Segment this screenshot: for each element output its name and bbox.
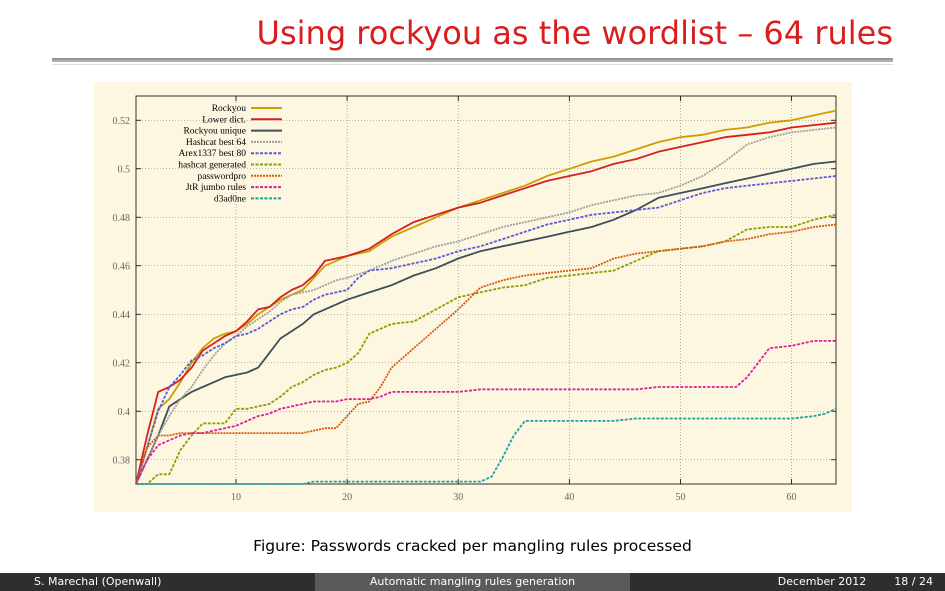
- legend-label: hashcat generated: [178, 161, 246, 171]
- chart-area: 0.38 0.4 0.42 0.44 0.46 0.48 0.5 0.52 10 20 30 40 50…: [94, 82, 852, 512]
- series-line-1: [135, 121, 837, 485]
- slide-title: Using rockyou as the wordlist – 64 rules: [256, 14, 893, 52]
- legend-label: passwordpro: [197, 172, 246, 182]
- series-layer: [135, 109, 837, 485]
- legend-label: Rockyou unique: [183, 127, 246, 137]
- x-tick-label: 60: [787, 492, 797, 503]
- x-tick-label: 30: [453, 492, 463, 503]
- legend-label: JtR jumbo rules: [186, 183, 246, 193]
- title-underline-shadow: [52, 64, 893, 65]
- series-line-6: [135, 223, 837, 485]
- footer-bar: S. Marechal (Openwall) Automatic manglin…: [0, 573, 945, 591]
- series-line-3: [135, 126, 837, 485]
- plot-border: [135, 95, 837, 485]
- legend-label: d3ad0ne: [214, 194, 246, 204]
- y-tick-label: 0.5: [118, 164, 131, 175]
- footer-date: December 2012: [777, 575, 867, 588]
- legend-label: Rockyou: [212, 104, 247, 114]
- x-tick-label: 40: [564, 492, 574, 503]
- series-line-2: [135, 160, 837, 485]
- footer-right: December 2012 18 / 24: [630, 573, 945, 591]
- y-tick-label: 0.52: [113, 116, 131, 127]
- footer-page-number: 18 / 24: [894, 575, 933, 588]
- series-line-5: [136, 213, 837, 485]
- y-tick-label: 0.42: [113, 358, 131, 369]
- title-underline: [52, 58, 893, 62]
- footer-talk-title: Automatic mangling rules generation: [315, 573, 630, 591]
- y-tick-label: 0.4: [118, 407, 131, 418]
- series-line-0: [135, 109, 837, 485]
- axes-layer: 0.38 0.4 0.42 0.44 0.46 0.48 0.5 0.52 10 20 30 40 50…: [113, 95, 837, 503]
- y-tick-label: 0.46: [113, 261, 131, 272]
- series-line-7: [135, 340, 836, 485]
- footer-author: S. Marechal (Openwall): [0, 573, 315, 591]
- y-tick-label: 0.44: [113, 310, 131, 321]
- x-tick-label: 10: [231, 492, 241, 503]
- x-tick-label: 20: [342, 492, 352, 503]
- legend-label: Hashcat best 64: [186, 138, 246, 148]
- legend-label: Arex1337 best 80: [178, 149, 246, 159]
- x-tick-label: 50: [675, 492, 685, 503]
- y-tick-label: 0.48: [113, 213, 131, 224]
- figure-caption: Figure: Passwords cracked per mangling r…: [253, 537, 692, 555]
- y-tick-label: 0.38: [113, 455, 131, 466]
- series-line-8: [136, 407, 837, 485]
- line-chart: 0.38 0.4 0.42 0.44 0.46 0.48 0.5 0.52 10 20 30 40 50…: [113, 95, 837, 503]
- legend-label: Lower dict.: [202, 115, 246, 125]
- series-line-4: [135, 175, 837, 485]
